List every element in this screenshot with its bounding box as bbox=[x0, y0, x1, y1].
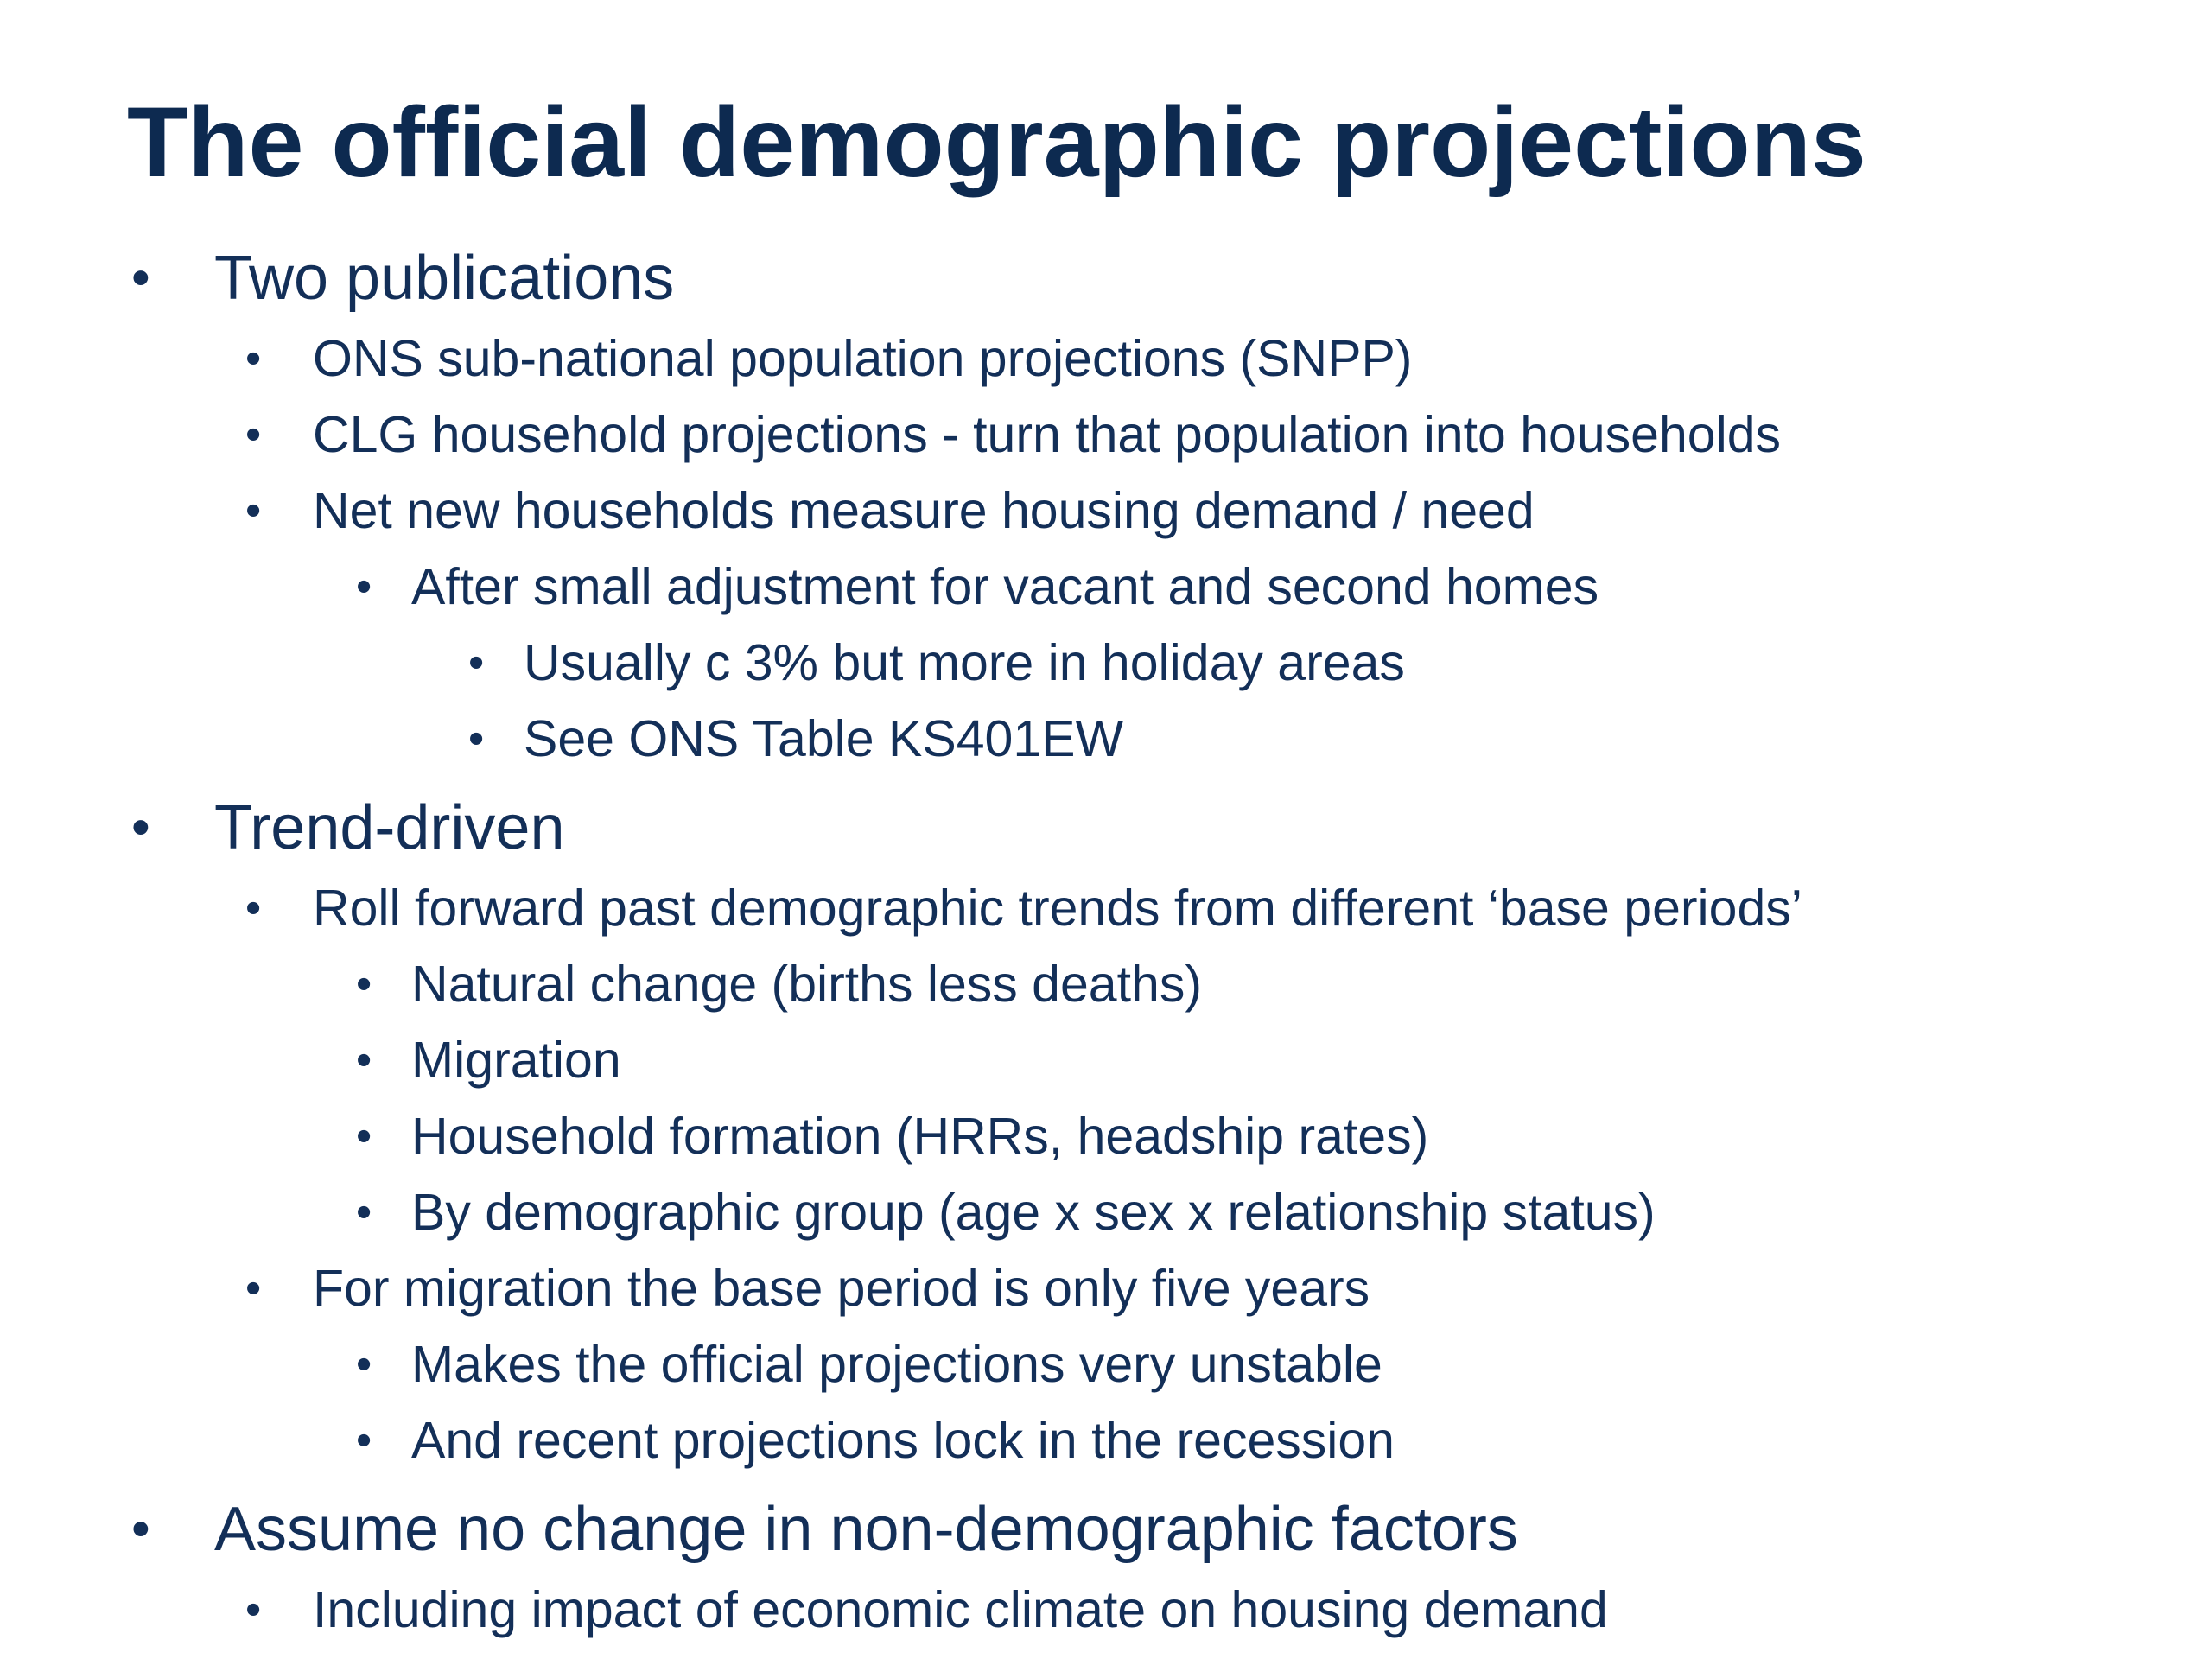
bullet-level-3: • Household formation (HRRs, headship ra… bbox=[356, 1106, 1429, 1166]
bullet-text: Natural change (births less deaths) bbox=[411, 956, 1202, 1013]
bullet-text: Net new households measure housing deman… bbox=[313, 482, 1535, 539]
bullet-icon: • bbox=[245, 883, 262, 933]
bullet-icon: • bbox=[245, 410, 262, 460]
bullet-level-3: • And recent projections lock in the rec… bbox=[356, 1410, 1395, 1471]
bullet-text: Roll forward past demographic trends fro… bbox=[313, 880, 1802, 937]
slide-title: The official demographic projections bbox=[127, 87, 1866, 198]
bullet-text: Household formation (HRRs, headship rate… bbox=[411, 1108, 1429, 1165]
bullet-text: ONS sub-national population projections … bbox=[313, 330, 1413, 387]
bullet-level-3: • Natural change (births less deaths) bbox=[356, 954, 1202, 1014]
bullet-icon: • bbox=[356, 562, 372, 612]
bullet-level-3: • After small adjustment for vacant and … bbox=[356, 556, 1599, 617]
bullet-level-3: • Migration bbox=[356, 1030, 621, 1090]
bullet-text: Including impact of economic climate on … bbox=[313, 1581, 1608, 1638]
bullet-icon: • bbox=[131, 798, 150, 857]
bullet-icon: • bbox=[245, 1263, 262, 1313]
bullet-level-4: • See ONS Table KS401EW bbox=[468, 709, 1124, 769]
bullet-level-3: • Makes the official projections very un… bbox=[356, 1334, 1382, 1395]
bullet-text: And recent projections lock in the reces… bbox=[411, 1412, 1395, 1469]
bullet-icon: • bbox=[245, 334, 262, 384]
bullet-level-2: • Roll forward past demographic trends f… bbox=[245, 878, 1802, 938]
bullet-text: Two publications bbox=[214, 244, 675, 313]
bullet-level-2: • CLG household projections - turn that … bbox=[245, 404, 1782, 465]
bullet-text: CLG household projections - turn that po… bbox=[313, 406, 1782, 463]
bullet-level-3: • By demographic group (age x sex x rela… bbox=[356, 1182, 1656, 1243]
bullet-icon: • bbox=[356, 959, 372, 1009]
bullet-icon: • bbox=[131, 1499, 150, 1559]
bullet-icon: • bbox=[356, 1415, 372, 1465]
bullet-icon: • bbox=[356, 1339, 372, 1389]
bullet-level-2: • Net new households measure housing dem… bbox=[245, 480, 1535, 541]
bullet-icon: • bbox=[356, 1187, 372, 1237]
bullet-text: Trend-driven bbox=[214, 793, 565, 862]
bullet-text: See ONS Table KS401EW bbox=[524, 710, 1124, 767]
bullet-icon: • bbox=[468, 714, 485, 764]
bullet-level-2: • Including impact of economic climate o… bbox=[245, 1580, 1608, 1640]
bullet-icon: • bbox=[245, 486, 262, 536]
bullet-text: By demographic group (age x sex x relati… bbox=[411, 1184, 1656, 1241]
bullet-text: After small adjustment for vacant and se… bbox=[411, 558, 1599, 615]
bullet-icon: • bbox=[245, 1585, 262, 1635]
bullet-icon: • bbox=[131, 248, 150, 308]
bullet-text: Usually c 3% but more in holiday areas bbox=[524, 634, 1405, 691]
bullet-icon: • bbox=[356, 1111, 372, 1161]
bullet-level-2: • ONS sub-national population projection… bbox=[245, 328, 1413, 389]
bullet-level-1: • Trend-driven bbox=[131, 793, 565, 862]
bullet-icon: • bbox=[356, 1035, 372, 1085]
bullet-level-2: • For migration the base period is only … bbox=[245, 1258, 1370, 1319]
bullet-text: Assume no change in non-demographic fact… bbox=[214, 1495, 1518, 1564]
bullet-text: Makes the official projections very unst… bbox=[411, 1336, 1382, 1393]
bullet-level-1: • Two publications bbox=[131, 244, 675, 313]
bullet-text: Migration bbox=[411, 1032, 621, 1089]
bullet-icon: • bbox=[468, 638, 485, 688]
bullet-text: For migration the base period is only fi… bbox=[313, 1260, 1370, 1317]
bullet-level-1: • Assume no change in non-demographic fa… bbox=[131, 1495, 1518, 1564]
bullet-level-4: • Usually c 3% but more in holiday areas bbox=[468, 632, 1405, 693]
